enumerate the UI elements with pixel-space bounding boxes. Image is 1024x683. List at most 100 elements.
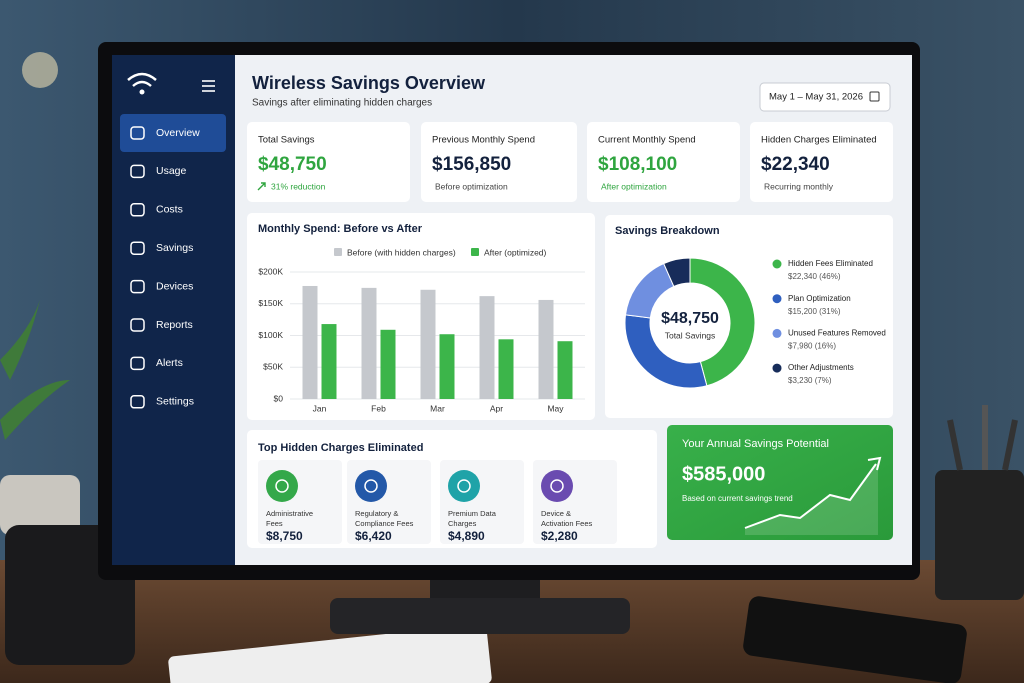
bar	[380, 329, 396, 399]
charge-label: Premium Data Charges	[448, 509, 497, 528]
date-picker[interactable]	[759, 82, 891, 112]
kpi-label: Hidden Charges Eliminated	[761, 135, 877, 146]
bar	[538, 299, 554, 399]
notebook	[168, 624, 492, 683]
charge-label-line: Fees	[266, 519, 283, 528]
nav-item[interactable]: Overview	[156, 127, 200, 139]
arrow-icon	[257, 182, 266, 191]
x-tick-label: Jan	[313, 403, 327, 413]
kpi-card	[247, 122, 410, 202]
legend-label: Plan Optimization	[788, 294, 851, 303]
nav-icon	[130, 318, 145, 332]
kpi-row: Total Savings $48,750 31% reduction Previou…	[247, 122, 893, 202]
annual-note: Based on current savings trend	[682, 494, 793, 503]
charge-amount: $2,280	[541, 529, 578, 543]
nav: Overview Usage Costs Savings Devices Reports A…	[130, 126, 200, 409]
legend-value: $15,200 (31%)	[788, 307, 841, 316]
bar	[479, 296, 495, 399]
nav-icon	[130, 395, 145, 409]
charge-label: Device & Activation Fees	[541, 509, 593, 528]
pen	[947, 419, 963, 471]
bar	[361, 287, 377, 399]
legend-label: After (optimized)	[484, 247, 547, 257]
logo-dot	[139, 89, 145, 95]
charge-icon	[266, 470, 298, 502]
charge-icon-glyph	[457, 479, 471, 493]
menu-icon[interactable]	[202, 80, 215, 92]
bar	[302, 285, 318, 399]
bar	[321, 324, 337, 399]
donut-slice	[663, 257, 691, 288]
x-tick-label: Apr	[490, 403, 503, 413]
nav-item[interactable]: Reports	[156, 319, 193, 331]
light	[22, 52, 58, 88]
nav-item[interactable]: Savings	[156, 242, 193, 254]
kpi-card	[750, 122, 893, 202]
y-tick-label: $200K	[258, 266, 283, 276]
legend-label: Unused Features Removed	[788, 329, 886, 338]
bar-chart: $0 $50K $100K $150K $200K Before (with hidden…	[258, 247, 585, 413]
charge-icon-glyph	[364, 479, 378, 493]
nav-item[interactable]: Costs	[156, 204, 183, 216]
charge-label-line: Activation Fees	[541, 519, 593, 528]
page-subtitle: Savings after eliminating hidden charges	[252, 98, 432, 109]
date-range: May 1 – May 31, 2026	[769, 92, 863, 103]
kpi-note: 31% reduction	[271, 181, 326, 191]
page-title: Wireless Savings Overview	[252, 73, 486, 93]
legend-label: Other Adjustments	[788, 363, 854, 372]
kpi-note: Recurring monthly	[764, 181, 834, 191]
bar	[420, 289, 436, 399]
pen	[1002, 419, 1018, 471]
plant	[0, 300, 70, 440]
x-tick-label: Feb	[371, 403, 386, 413]
bar	[439, 334, 455, 399]
annual-card	[667, 425, 893, 540]
pot	[0, 475, 80, 535]
nav-item[interactable]: Devices	[156, 280, 193, 292]
y-tick-label: $100K	[258, 330, 283, 340]
legend-value: $22,340 (46%)	[788, 272, 841, 281]
kpi-card	[587, 122, 740, 202]
kpi-note: Before optimization	[435, 181, 508, 191]
nav-icon	[130, 126, 145, 140]
kpi-value: $48,750	[258, 154, 327, 175]
nav-item[interactable]: Alerts	[156, 357, 183, 369]
nav-item[interactable]: Usage	[156, 165, 187, 177]
donut-chart: Hidden Fees Eliminated $22,340 (46%) Plan …	[624, 257, 886, 389]
charge-amount: $8,750	[266, 529, 303, 543]
y-tick-label: $0	[274, 393, 284, 403]
nav-icon	[130, 356, 145, 371]
kpi-note: After optimization	[601, 181, 667, 191]
legend-value: $3,230 (7%)	[788, 376, 832, 385]
chart-title: Savings Breakdown	[615, 225, 720, 237]
nav-icon	[130, 203, 145, 217]
legend-label: Hidden Fees Eliminated	[788, 259, 873, 268]
x-tick-label: Mar	[430, 403, 445, 413]
nav-item[interactable]: Settings	[156, 396, 194, 408]
charge-label: Regulatory & Compliance Fees	[355, 509, 414, 528]
kpi-label: Current Monthly Spend	[598, 135, 696, 146]
y-tick-label: $150K	[258, 298, 283, 308]
charge-label-line: Regulatory &	[355, 509, 398, 518]
legend-value: $7,980 (16%)	[788, 342, 836, 351]
nav-icon	[130, 164, 145, 179]
charge-label-line: Compliance Fees	[355, 519, 414, 528]
pen-holder	[935, 470, 1024, 600]
bar	[498, 339, 514, 399]
charge-label-line: Charges	[448, 519, 477, 528]
donut-center-label: Total Savings	[665, 330, 716, 340]
charge-label-line: Premium Data	[448, 509, 497, 518]
hidden-charges: Administrative Fees$8,750 Regulatory & Comp…	[258, 460, 617, 544]
legend-dot	[772, 328, 782, 338]
charge-icon	[355, 470, 387, 502]
nav-active	[120, 114, 226, 152]
legend-label: Before (with hidden charges)	[347, 247, 456, 257]
nav-icon	[130, 279, 145, 294]
annual-title: Your Annual Savings Potential	[682, 438, 829, 450]
legend-dot	[772, 363, 782, 373]
legend-dot	[772, 294, 782, 304]
charge-icon	[541, 470, 573, 502]
legend-swatch	[334, 248, 342, 256]
